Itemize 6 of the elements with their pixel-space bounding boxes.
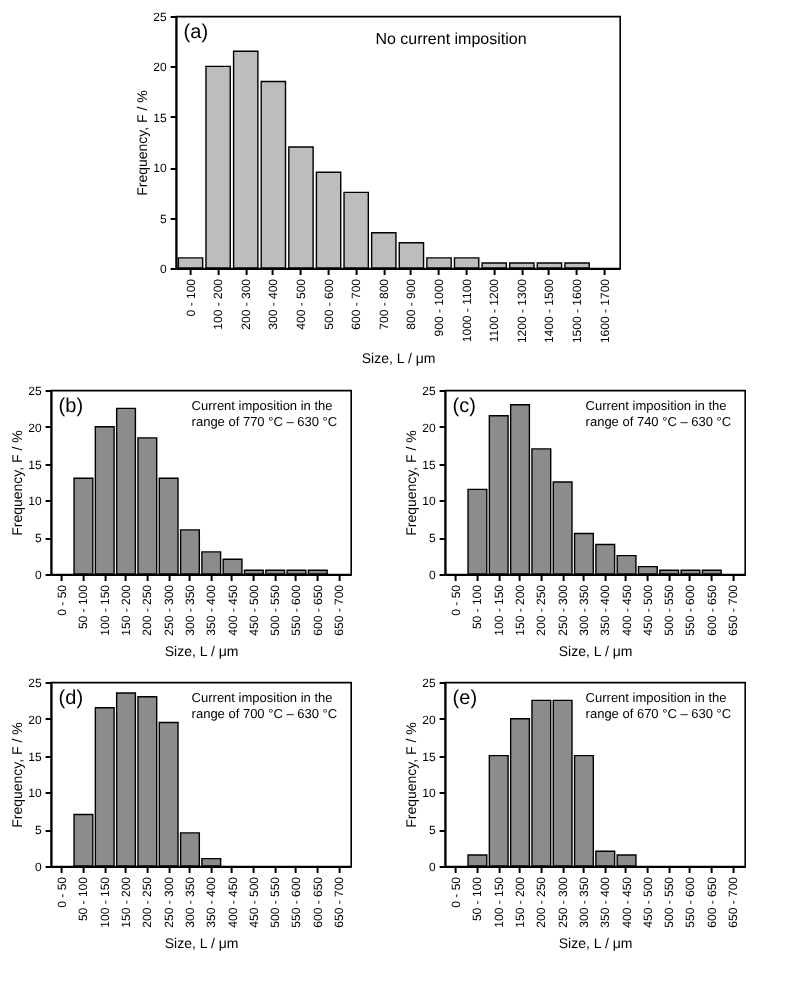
annotation: (b) [58,396,84,418]
annotation: No current imposition [375,30,527,48]
annotation: (a) [183,22,209,44]
annotation: (d) [58,688,84,710]
annotation: (e) [452,688,478,710]
annotation: (c) [452,396,476,418]
